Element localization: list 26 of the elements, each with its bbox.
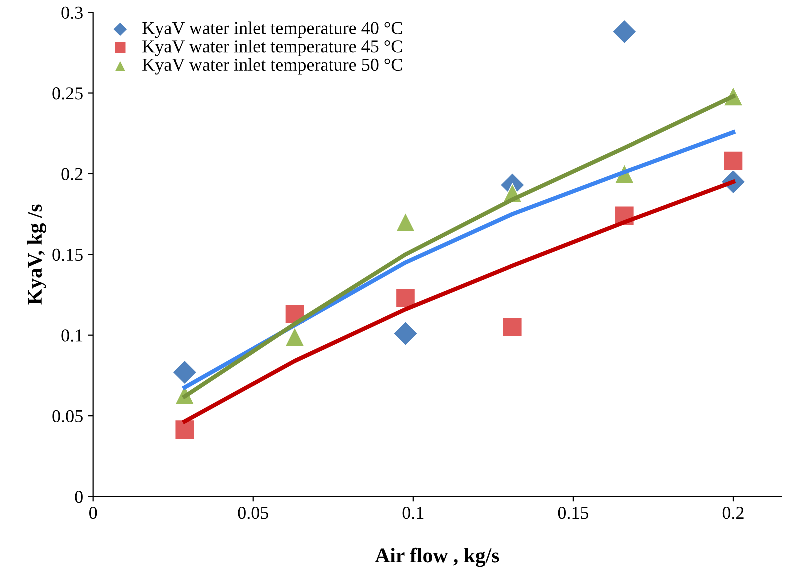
x-axis-title: Air flow , kg/s bbox=[375, 548, 500, 568]
point bbox=[502, 317, 523, 338]
legend-label: KyaV water inlet temperature 40 °C bbox=[142, 22, 402, 38]
y-tick-label: 0.2 bbox=[62, 168, 83, 180]
y-tick-label: 0.25 bbox=[52, 88, 83, 100]
x-tick-label: 0.1 bbox=[402, 507, 424, 520]
point bbox=[396, 212, 416, 232]
y-tick-label: 0.1 bbox=[62, 330, 83, 342]
x-tick-label: 0.2 bbox=[722, 507, 744, 520]
y-tick-label: 0 bbox=[75, 491, 83, 504]
x-tick-label: 0.15 bbox=[558, 507, 589, 520]
legend-label: KyaV water inlet temperature 50 °C bbox=[142, 58, 402, 75]
legend-label: KyaV water inlet temperature 45 °C bbox=[142, 40, 402, 56]
point bbox=[284, 326, 305, 347]
y-axis-title: KyaV, kg /s bbox=[27, 204, 46, 305]
point bbox=[612, 19, 638, 44]
point bbox=[172, 360, 198, 385]
x-tick-label: 0.05 bbox=[238, 507, 268, 520]
y-tick-label: 0.05 bbox=[52, 410, 83, 423]
point bbox=[174, 420, 195, 440]
y-tick-label: 0.15 bbox=[52, 248, 83, 262]
x-tick-label: 0 bbox=[90, 507, 98, 520]
point bbox=[393, 321, 418, 346]
point bbox=[724, 151, 744, 172]
y-tick-label: 0.3 bbox=[62, 6, 83, 20]
point bbox=[396, 288, 416, 308]
